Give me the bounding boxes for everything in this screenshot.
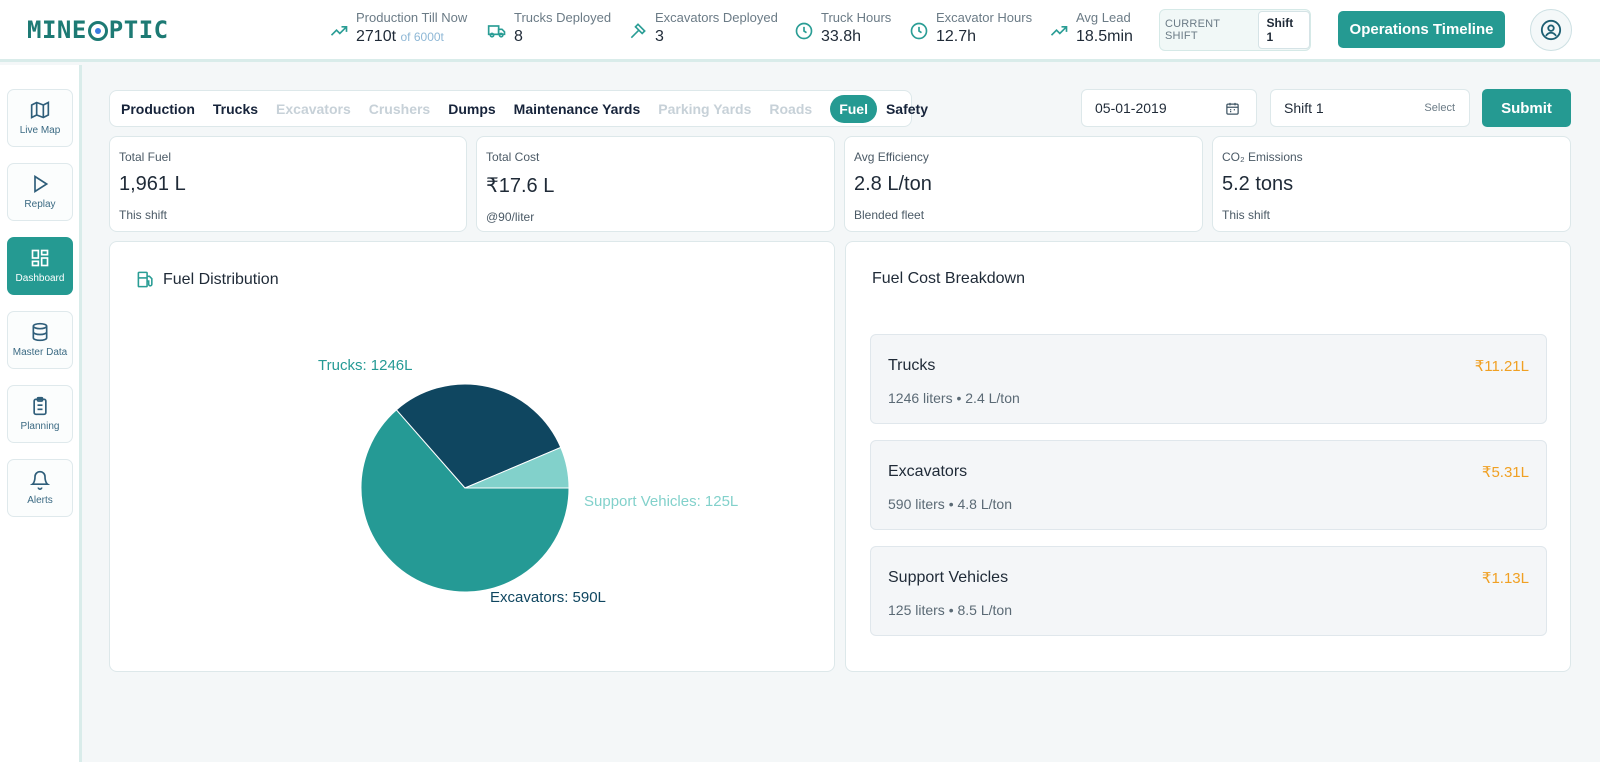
play-icon bbox=[34, 174, 49, 194]
hammer-icon bbox=[630, 23, 646, 39]
stat-avg-lead: Avg Lead 18.5min bbox=[1049, 9, 1133, 48]
submit-button[interactable]: Submit bbox=[1482, 89, 1571, 127]
tab-trucks[interactable]: Trucks bbox=[212, 100, 259, 117]
shift-select[interactable]: Shift 1 Select bbox=[1270, 89, 1470, 127]
kpi-card-avg-efficiency: Avg Efficiency 2.8 L/ton Blended fleet bbox=[844, 136, 1203, 232]
kpi-card-total-fuel: Total Fuel 1,961 L This shift bbox=[109, 136, 467, 232]
current-shift-badge: Shift 1 bbox=[1257, 11, 1310, 49]
logo-globe-icon bbox=[87, 21, 108, 41]
pie-label-support-vehicles: Support Vehicles: 125L bbox=[584, 493, 738, 510]
clipboard-icon bbox=[33, 396, 47, 416]
fuel-pie-chart: Trucks: 1246L Excavators: 590L Support Veh… bbox=[318, 357, 738, 606]
operations-timeline-button[interactable]: Operations Timeline bbox=[1338, 11, 1505, 48]
pie-label-excavators: Excavators: 590L bbox=[490, 589, 606, 606]
tab-dumps[interactable]: Dumps bbox=[448, 100, 496, 117]
tab-safety[interactable]: Safety bbox=[885, 100, 928, 117]
cost-item-excavators: Excavators ₹5.31L 590 liters • 4.8 L/ton bbox=[870, 440, 1547, 530]
date-picker[interactable]: 05-01-2019 bbox=[1081, 89, 1257, 127]
trending-up-icon bbox=[330, 26, 348, 36]
pie-slice-support-vehicles bbox=[464, 446, 570, 489]
pie-slice-trucks bbox=[360, 409, 570, 593]
bell-icon bbox=[30, 470, 50, 490]
fuel-cost-breakdown-panel: Fuel Cost Breakdown Trucks ₹11.21L 1246 … bbox=[845, 241, 1571, 672]
pie-label-trucks: Trucks: 1246L bbox=[318, 357, 413, 374]
tab-excavators[interactable]: Excavators bbox=[276, 100, 351, 117]
map-icon bbox=[30, 101, 50, 119]
fuel-distribution-panel: Fuel Distribution Trucks: 1246L Excavator… bbox=[109, 241, 835, 672]
top-header: MINE PTIC Production Till Now 2710t of 60… bbox=[0, 0, 1600, 62]
tab-production[interactable]: Production bbox=[121, 100, 195, 117]
sidebar-item-live-map[interactable]: Live Map bbox=[7, 89, 73, 147]
sidebar-item-dashboard[interactable]: Dashboard bbox=[7, 237, 73, 295]
current-shift-indicator: CURRENT SHIFT Shift 1 bbox=[1159, 9, 1311, 51]
tab-fuel[interactable]: Fuel bbox=[830, 94, 877, 123]
cost-item-trucks: Trucks ₹11.21L 1246 liters • 2.4 L/ton bbox=[870, 334, 1547, 424]
truck-icon bbox=[487, 25, 506, 38]
stat-excavator-hours: Excavator Hours 12.7h bbox=[909, 9, 1032, 48]
stat-production: Production Till Now 2710t of 6000t bbox=[329, 9, 467, 48]
clock-icon bbox=[795, 22, 813, 40]
fuel-cost-breakdown-title: Fuel Cost Breakdown bbox=[872, 270, 1025, 287]
stat-excavators: Excavators Deployed 3 bbox=[628, 9, 778, 48]
sidebar-item-replay[interactable]: Replay bbox=[7, 163, 73, 221]
sidebar-item-master-data[interactable]: Master Data bbox=[7, 311, 73, 369]
pie-slice-excavators bbox=[395, 383, 562, 489]
kpi-card-co2-emissions: CO₂ Emissions 5.2 tons This shift bbox=[1212, 136, 1571, 232]
app-logo: MINE PTIC bbox=[27, 16, 169, 44]
dashboard-icon bbox=[31, 249, 49, 267]
stat-trucks: Trucks Deployed 8 bbox=[487, 9, 611, 48]
sidebar-item-alerts[interactable]: Alerts bbox=[7, 459, 73, 517]
tab-maintenance-yards[interactable]: Maintenance Yards bbox=[513, 100, 641, 117]
clock-icon bbox=[910, 22, 928, 40]
database-icon bbox=[32, 322, 48, 342]
tab-parking-yards[interactable]: Parking Yards bbox=[658, 100, 752, 117]
fuel-distribution-title: Fuel Distribution bbox=[136, 270, 279, 289]
sidebar-item-planning[interactable]: Planning bbox=[7, 385, 73, 443]
user-profile-button[interactable] bbox=[1530, 9, 1572, 51]
kpi-card-total-cost: Total Cost ₹17.6 L @90/liter bbox=[476, 136, 835, 232]
sidebar: Live Map Replay Dashboard Master Data Pl… bbox=[0, 65, 82, 762]
user-circle-icon bbox=[1540, 19, 1562, 41]
fuel-pump-icon bbox=[137, 271, 153, 288]
cost-item-support-vehicles: Support Vehicles ₹1.13L 125 liters • 8.5… bbox=[870, 546, 1547, 636]
dashboard-tabs: Production Trucks Excavators Crushers Du… bbox=[109, 90, 928, 127]
tab-crushers[interactable]: Crushers bbox=[368, 100, 431, 117]
trending-up-icon bbox=[1050, 26, 1068, 36]
stat-truck-hours: Truck Hours 33.8h bbox=[794, 9, 891, 48]
tab-roads[interactable]: Roads bbox=[769, 100, 813, 117]
calendar-icon bbox=[1226, 102, 1239, 115]
select-hint: Select bbox=[1424, 102, 1455, 114]
